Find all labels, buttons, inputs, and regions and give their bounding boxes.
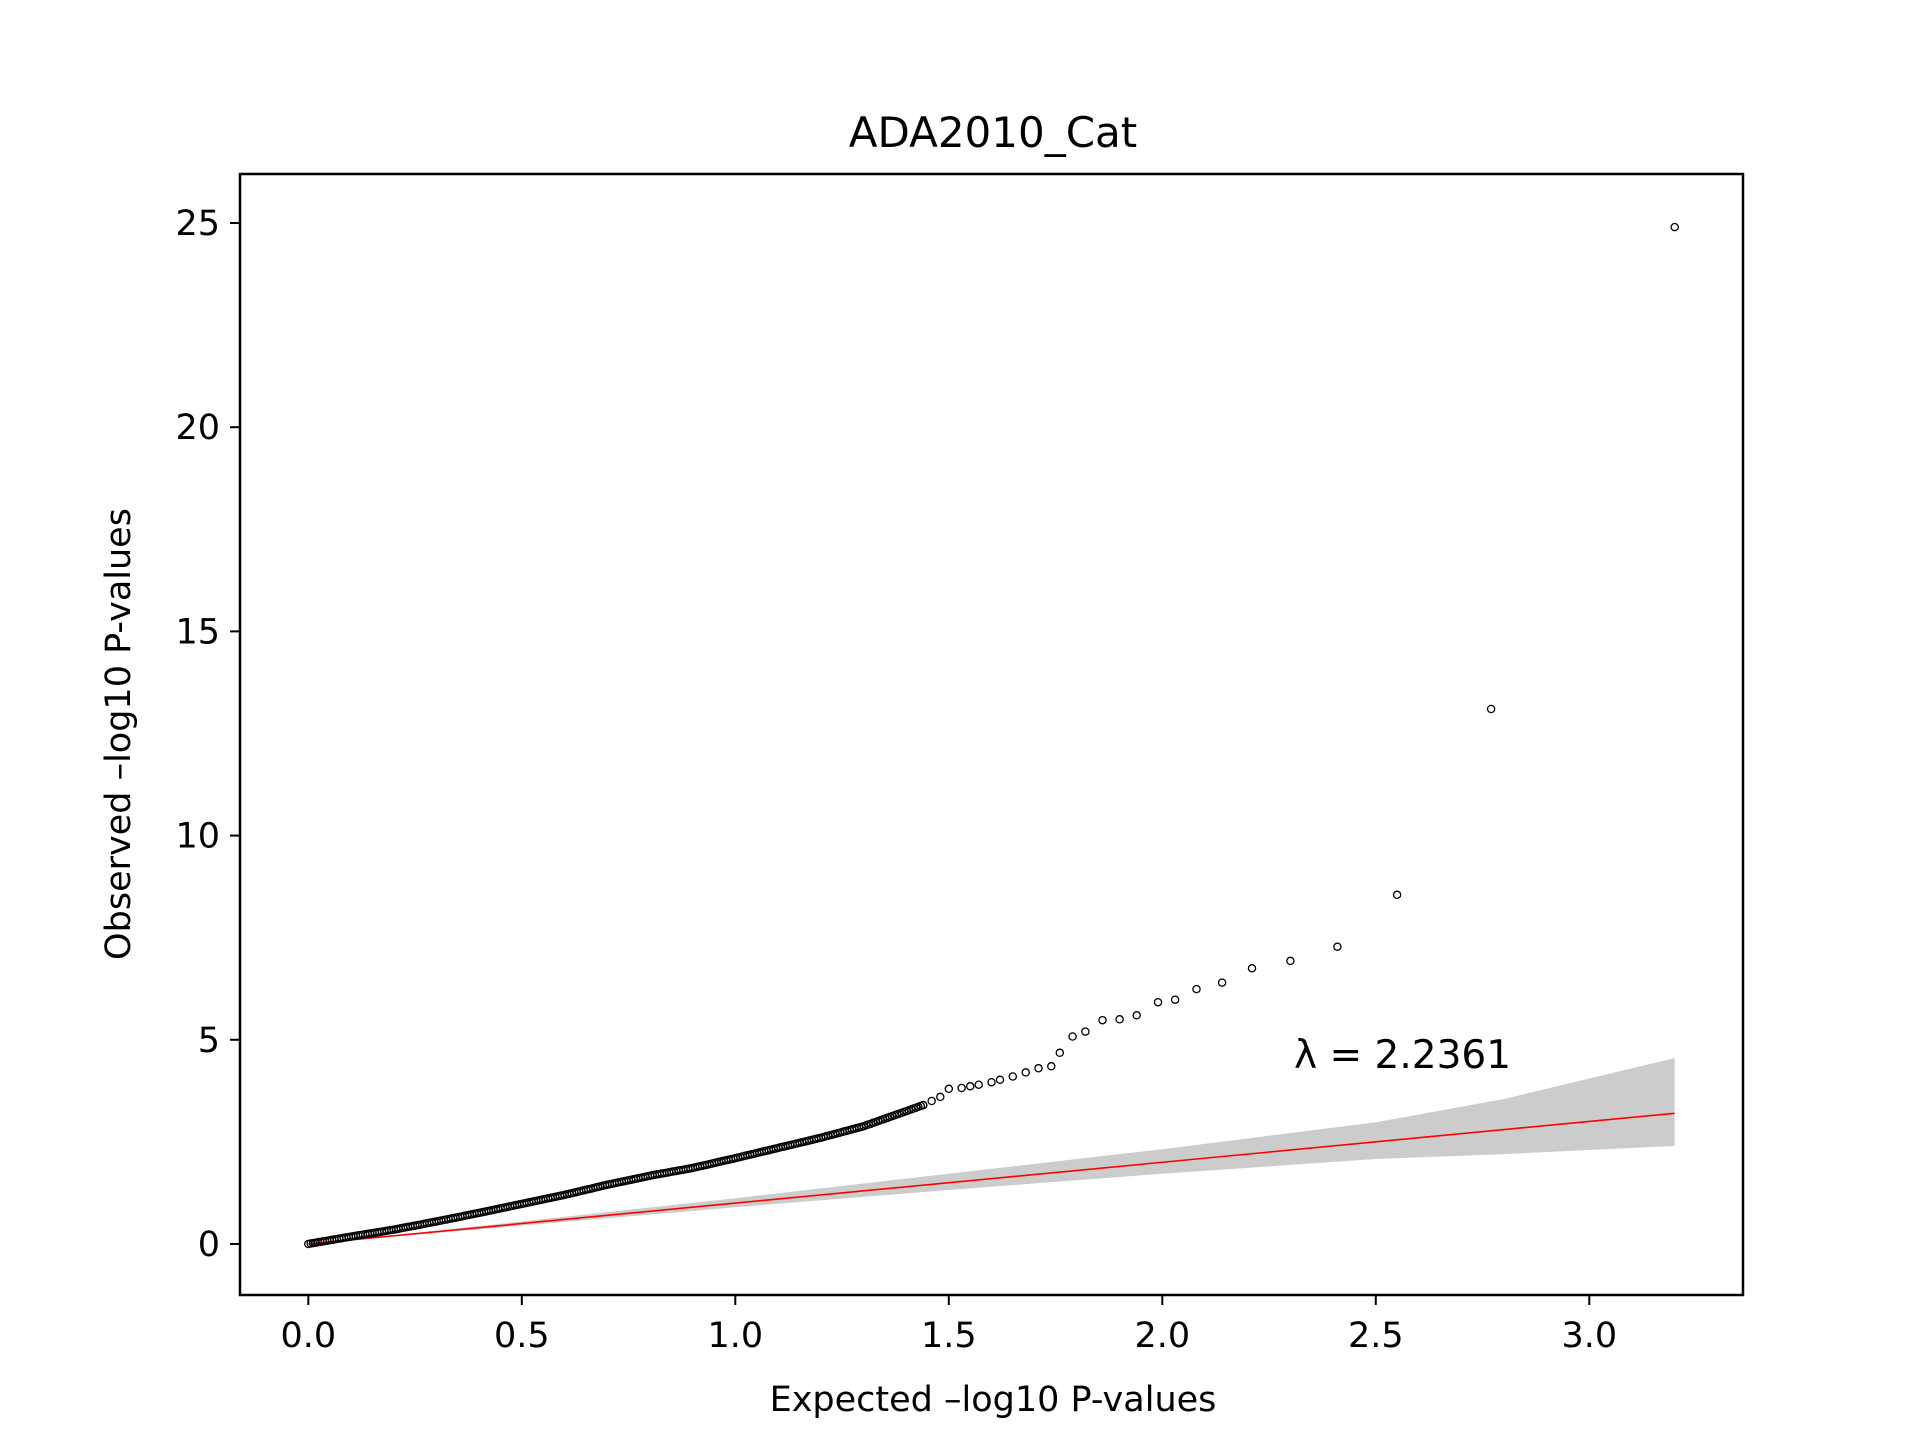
axes-frame: [238, 172, 1745, 1297]
data-point: [944, 1084, 954, 1094]
data-point: [1068, 1032, 1077, 1041]
data-point: [987, 1077, 996, 1087]
y-tick-label: 0: [198, 1225, 220, 1265]
y-tick-label: 5: [198, 1021, 220, 1061]
data-point: [1192, 984, 1201, 994]
data-point: [1392, 890, 1402, 900]
data-point: [965, 1082, 975, 1091]
data-point: [936, 1092, 945, 1102]
x-tick-label: 0.5: [494, 1316, 550, 1356]
y-tick-label: 15: [175, 612, 220, 652]
data-point: [1670, 222, 1679, 232]
data-point: [1055, 1048, 1065, 1058]
data-point: [1486, 704, 1496, 714]
y-axis: 0 5 10 15 20 25: [175, 204, 240, 1265]
x-tick-label: 3.0: [1561, 1316, 1617, 1356]
y-tick-label: 25: [175, 204, 220, 244]
data-point: [1098, 1015, 1107, 1025]
x-tick-label: 1.0: [707, 1316, 763, 1356]
x-tick-label: 2.5: [1348, 1316, 1404, 1356]
data-point: [1081, 1027, 1090, 1036]
chart-title: ADA2010_Cat: [849, 108, 1137, 157]
lambda-annotation: λ = 2.2361: [1294, 1033, 1511, 1078]
data-point: [974, 1080, 983, 1089]
x-axis-label: Expected –log10 P-values: [770, 1380, 1217, 1420]
x-tick-label: 2.0: [1134, 1316, 1190, 1356]
data-point: [1170, 995, 1180, 1004]
data-point: [957, 1083, 966, 1093]
data-point: [918, 1100, 928, 1110]
data-point: [1034, 1064, 1043, 1073]
y-tick-label: 20: [175, 408, 220, 448]
x-axis: 0.0 0.5 1.0 1.5 2.0 2.5 3.0: [280, 1295, 1617, 1356]
y-tick-label: 10: [175, 817, 220, 857]
data-point: [1115, 1015, 1124, 1024]
data-point: [1021, 1068, 1030, 1077]
confidence-band: [308, 1058, 1675, 1244]
data-point: [1333, 942, 1342, 951]
data-point: [927, 1096, 936, 1106]
data-point: [995, 1075, 1005, 1085]
data-point: [1247, 964, 1257, 973]
data-point: [1132, 1011, 1141, 1020]
reference-line: [308, 1112, 1675, 1245]
x-tick-label: 1.5: [921, 1316, 977, 1356]
plot-area: [304, 222, 1679, 1249]
data-point: [1217, 978, 1227, 987]
y-axis-label: Observed –log10 P-values: [99, 508, 139, 960]
data-point: [1047, 1062, 1056, 1071]
x-tick-label: 0.0: [280, 1316, 336, 1356]
data-point: [1008, 1072, 1018, 1081]
data-point: [1153, 997, 1163, 1007]
data-point: [1286, 956, 1295, 966]
